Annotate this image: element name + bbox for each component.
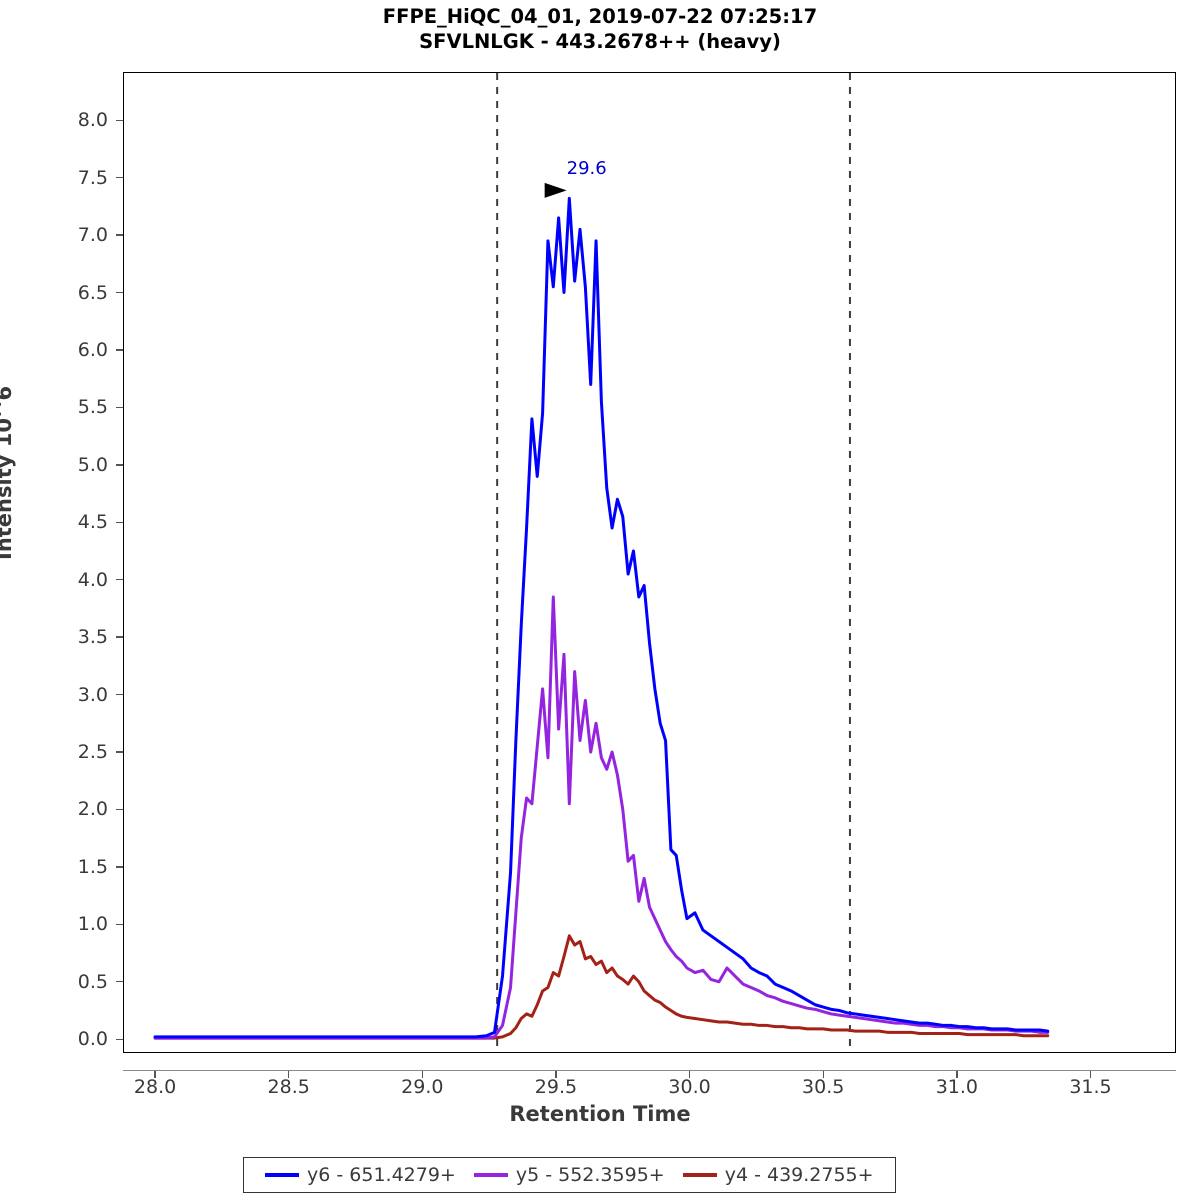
- y-tick-label: 0.5: [77, 970, 108, 993]
- y-tick-label: 1.0: [77, 913, 108, 936]
- y-tick-label: 2.0: [77, 798, 108, 821]
- legend-item[interactable]: y4 - 439.2755+: [682, 1164, 874, 1186]
- x-tick-label: 28.5: [267, 1076, 310, 1098]
- y-tick-mark: [116, 406, 123, 409]
- legend-color-swatch: [473, 1173, 508, 1177]
- x-tick-label: 29.0: [401, 1076, 444, 1098]
- y-tick-mark: [116, 923, 123, 926]
- y-tick-label: 5.0: [77, 453, 108, 476]
- trace-line: [153, 196, 1050, 1039]
- y-tick-label: 3.0: [77, 683, 108, 706]
- y-tick-mark: [116, 349, 123, 351]
- y-tick-label: 5.5: [77, 396, 108, 419]
- x-tick-mark: [421, 1071, 424, 1078]
- legend-label: y5 - 552.3595+: [515, 1164, 665, 1186]
- y-tick-mark: [116, 751, 123, 753]
- y-tick-mark: [116, 636, 123, 638]
- peak-apex-label: 29.6: [566, 158, 607, 180]
- y-tick-mark: [116, 291, 123, 294]
- y-tick-mark: [116, 579, 123, 581]
- peak-apex-marker: [544, 182, 567, 198]
- y-tick-label: 1.5: [77, 855, 108, 878]
- y-tick-label: 4.0: [77, 568, 108, 591]
- x-tick-mark: [1089, 1071, 1092, 1078]
- y-tick-label: 7.0: [77, 224, 108, 247]
- trace-layer: [153, 196, 1050, 1040]
- y-tick-mark: [116, 981, 123, 983]
- y-tick-mark: [116, 234, 123, 236]
- y-tick-label: 6.0: [77, 338, 108, 361]
- y-tick-mark: [116, 1038, 123, 1040]
- y-tick-mark: [116, 521, 123, 523]
- chart-title-line1: FFPE_HiQC_04_01, 2019-07-22 07:25:17: [382, 5, 818, 28]
- legend-color-swatch: [265, 1173, 299, 1177]
- legend-label: y4 - 439.2755+: [724, 1164, 874, 1186]
- x-tick-label: 30.5: [802, 1076, 845, 1098]
- legend: y6 - 651.4279+ y5 - 552.3595+ y4 - 439.275…: [243, 1157, 896, 1193]
- x-tick-label: 31.0: [935, 1076, 978, 1098]
- trace-line: [153, 595, 1050, 1040]
- legend-item[interactable]: y5 - 552.3595+: [473, 1164, 665, 1186]
- y-tick-mark: [116, 119, 123, 121]
- x-tick-label: 28.0: [133, 1076, 177, 1098]
- x-tick-label: 29.5: [534, 1076, 578, 1098]
- y-tick-mark: [116, 464, 123, 466]
- y-tick-label: 2.5: [77, 741, 108, 764]
- integration-boundary-lines: [496, 73, 851, 1052]
- y-tick-label: 0.0: [77, 1028, 108, 1051]
- x-tick-mark: [822, 1071, 824, 1078]
- y-tick-label: 6.5: [77, 281, 108, 304]
- x-axis-label: Retention Time: [509, 1102, 691, 1126]
- plot-area: [123, 72, 1176, 1053]
- y-tick-label: 3.5: [77, 626, 108, 649]
- x-tick-mark: [688, 1071, 691, 1078]
- chart-title: FFPE_HiQC_04_01, 2019-07-22 07:25:17 SFV…: [0, 4, 1200, 54]
- apex-triangle-icon: [544, 182, 567, 198]
- x-tick-label: 30.0: [668, 1076, 711, 1098]
- chart-title-line2: SFVLNLGK - 443.2678++ (heavy): [419, 30, 781, 53]
- legend-label: y6 - 651.4279+: [307, 1164, 456, 1186]
- y-tick-label: 8.0: [77, 109, 108, 132]
- y-tick-mark: [116, 866, 123, 868]
- x-tick-label: 31.5: [1069, 1076, 1112, 1098]
- y-tick-mark: [116, 693, 123, 696]
- x-tick-mark: [956, 1071, 958, 1078]
- legend-item[interactable]: y6 - 651.4279+: [265, 1164, 456, 1186]
- axis-baseline-rule: [123, 1070, 1176, 1072]
- y-tick-label: 7.5: [77, 166, 108, 189]
- y-tick-label: 4.5: [77, 511, 108, 534]
- x-tick-mark: [288, 1071, 290, 1078]
- x-tick-mark: [555, 1071, 557, 1078]
- x-tick-mark: [154, 1071, 156, 1078]
- legend-color-swatch: [682, 1173, 717, 1177]
- y-tick-mark: [116, 808, 123, 811]
- y-tick-mark: [116, 176, 123, 179]
